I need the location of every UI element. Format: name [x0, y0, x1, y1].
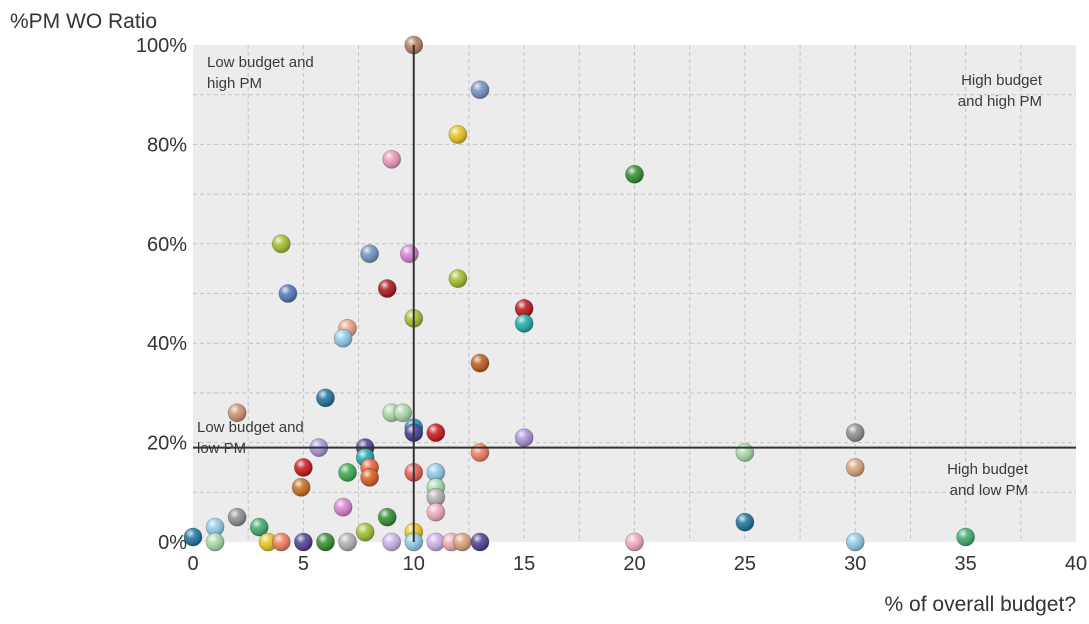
- data-point: [293, 458, 313, 477]
- data-point: [735, 443, 755, 462]
- data-point: [205, 532, 225, 552]
- data-point: [426, 487, 446, 507]
- quadrant-label-top-right: and high PM: [958, 93, 1042, 110]
- data-point: [845, 423, 865, 443]
- data-point: [183, 527, 203, 547]
- data-point: [258, 532, 278, 552]
- data-point: [426, 502, 446, 522]
- quadrant-label-bottom-left: Low budget and: [197, 419, 304, 436]
- data-point: [293, 532, 313, 552]
- data-point: [249, 517, 269, 537]
- quadrant-label-bottom-left: low PM: [197, 440, 246, 457]
- data-points: [183, 35, 976, 552]
- data-point: [278, 284, 298, 303]
- y-tick-label: 40%: [147, 333, 187, 355]
- data-point: [625, 164, 644, 184]
- data-point: [316, 388, 335, 408]
- data-point: [470, 353, 490, 373]
- data-point: [448, 269, 468, 288]
- quadrant-labels: Low budget and high PM High budget and high…: [197, 54, 1043, 499]
- data-point: [426, 423, 446, 443]
- data-point: [514, 313, 534, 333]
- data-point: [338, 463, 357, 482]
- data-point: [227, 507, 247, 527]
- x-tick-label: 30: [844, 553, 866, 575]
- x-tick-label: 25: [734, 553, 756, 575]
- x-tick-label: 15: [513, 553, 535, 575]
- data-point: [333, 497, 353, 517]
- data-point: [205, 517, 225, 537]
- data-point: [316, 532, 335, 552]
- data-point: [845, 532, 865, 552]
- y-tick-label: 60%: [147, 234, 187, 256]
- data-point: [338, 532, 357, 552]
- data-point: [333, 328, 353, 348]
- data-point: [271, 234, 291, 254]
- data-point: [382, 149, 402, 169]
- x-axis-title: % of overall budget?: [885, 593, 1076, 616]
- data-point: [360, 244, 380, 264]
- data-point: [291, 477, 311, 497]
- data-point: [227, 403, 247, 423]
- quadrant-label-top-right: High budget: [961, 72, 1043, 89]
- data-point: [355, 522, 375, 542]
- data-point: [393, 403, 413, 423]
- data-point: [470, 80, 490, 100]
- y-tick-label: 80%: [147, 134, 187, 156]
- x-tick-label: 35: [955, 553, 977, 575]
- data-point: [399, 244, 419, 264]
- x-tick-label: 10: [403, 553, 425, 575]
- data-point: [382, 532, 402, 552]
- x-tick-label: 40: [1065, 553, 1087, 575]
- data-point: [271, 532, 291, 552]
- x-tick-label: 20: [623, 553, 645, 575]
- data-point: [470, 443, 490, 462]
- data-point: [514, 428, 534, 448]
- y-tick-label: 0%: [158, 532, 187, 554]
- data-point: [956, 527, 976, 547]
- quadrant-label-top-left: Low budget and: [207, 54, 314, 71]
- data-point: [426, 532, 446, 552]
- data-point: [377, 507, 397, 527]
- data-point: [452, 532, 472, 552]
- data-point: [360, 467, 380, 487]
- data-point: [625, 532, 644, 552]
- data-point: [514, 299, 534, 318]
- data-point: [470, 532, 490, 552]
- data-point: [735, 512, 755, 532]
- data-point: [845, 458, 865, 477]
- data-point: [377, 279, 397, 298]
- quadrant-label-bottom-right: and low PM: [950, 482, 1028, 499]
- data-point: [448, 125, 468, 144]
- quadrant-label-bottom-right: High budget: [947, 461, 1029, 478]
- y-axis-title: %PM WO Ratio: [10, 10, 157, 33]
- y-tick-label: 20%: [147, 433, 187, 455]
- x-tick-label: 0: [187, 553, 198, 575]
- y-tick-label: 100%: [136, 35, 187, 57]
- tick-labels: 0 5 10 15 20 25 30 35 40 0% 20% 40% 60% 80% 100%: [136, 35, 1087, 575]
- quadrant-label-top-left: high PM: [207, 75, 262, 92]
- x-tick-label: 5: [298, 553, 309, 575]
- data-point: [426, 463, 446, 482]
